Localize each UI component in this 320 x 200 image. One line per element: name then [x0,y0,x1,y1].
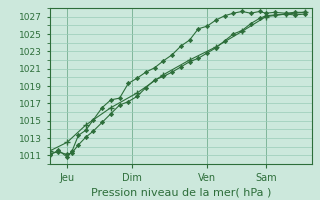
X-axis label: Pression niveau de la mer( hPa ): Pression niveau de la mer( hPa ) [91,187,271,197]
